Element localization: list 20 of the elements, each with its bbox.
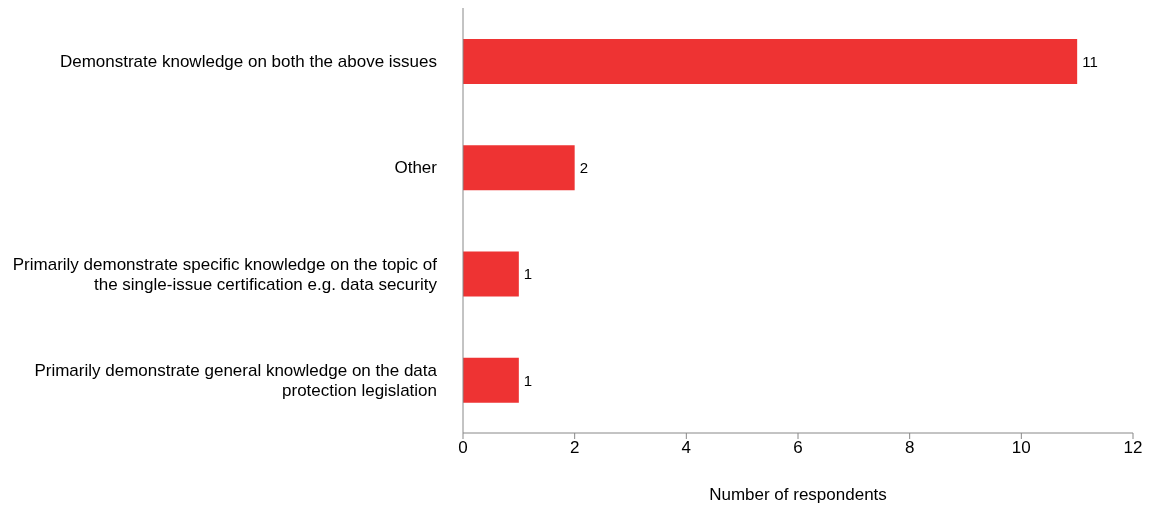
bar: [463, 39, 1078, 84]
bar: [463, 357, 519, 403]
y-tick-label: Demonstrate knowledge on both the above issues: [59, 51, 437, 71]
x-tick-label: 2: [569, 438, 580, 458]
x-axis-title: Number of respondents: [709, 485, 887, 504]
x-tick-label: 0: [458, 438, 468, 458]
y-tick-label: Primarily demonstrate general knowledge on the data protection legislation: [34, 360, 438, 400]
bar: [463, 251, 519, 297]
x-tick-label: 4: [681, 438, 692, 458]
data-label: 11: [1082, 52, 1098, 70]
x-tick-label: 10: [1011, 438, 1031, 458]
y-tick-label: Other: [394, 157, 438, 177]
x-tick-label: 6: [793, 438, 803, 458]
data-label: 1: [523, 371, 533, 389]
x-tick-label: 12: [1123, 438, 1143, 458]
y-tick-label: Primarily demonstrate specific knowledge on the topic of the single-issue certification e.g. data security: [12, 254, 438, 294]
bar: [463, 145, 575, 191]
data-label: 1: [523, 265, 533, 283]
x-tick-label: 8: [904, 438, 915, 458]
data-label: 2: [579, 159, 589, 177]
